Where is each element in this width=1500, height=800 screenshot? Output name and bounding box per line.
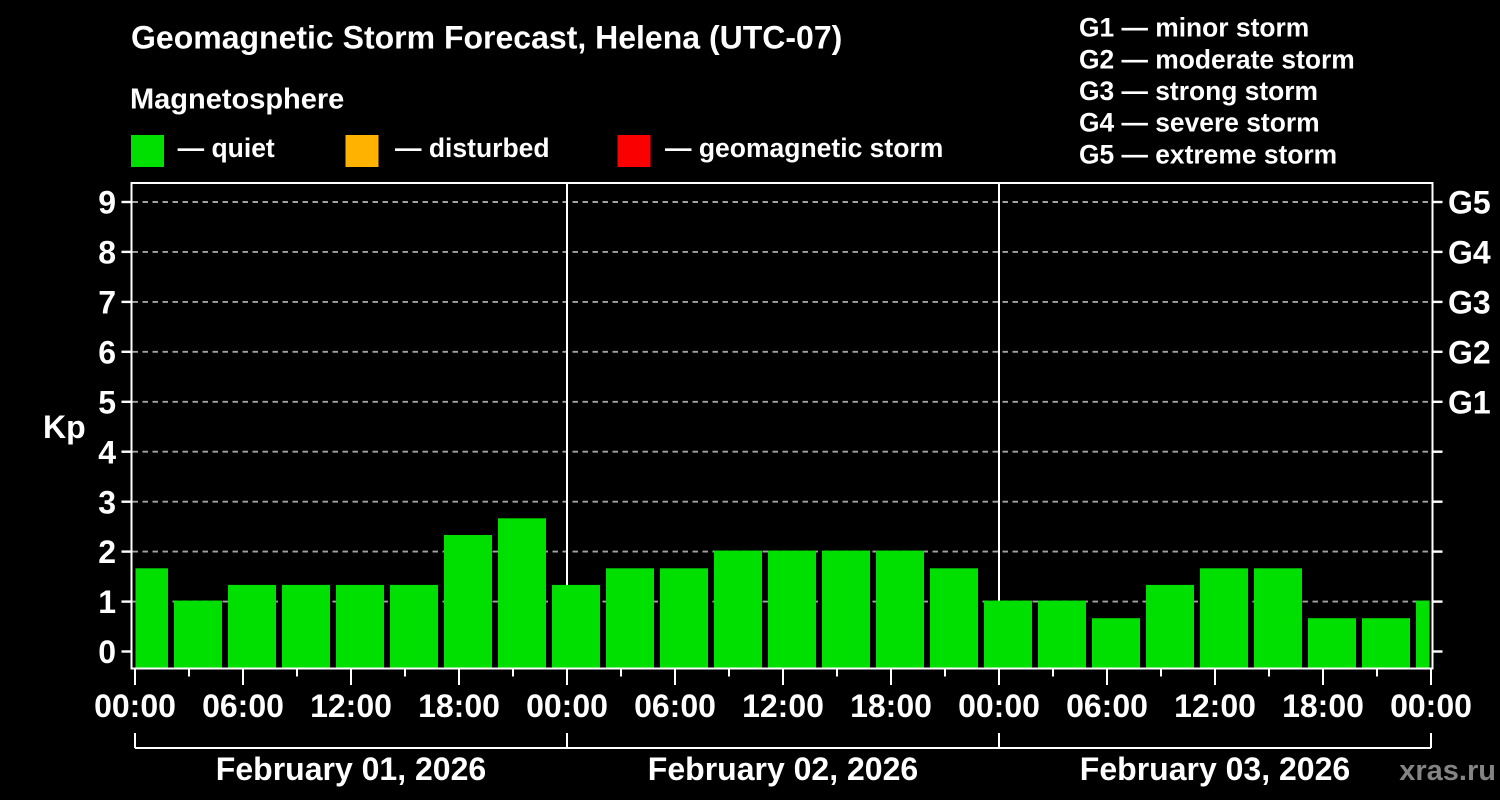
- svg-text:00:00: 00:00: [94, 688, 176, 724]
- svg-text:G5 — extreme storm: G5 — extreme storm: [1079, 139, 1337, 169]
- svg-text:06:00: 06:00: [202, 688, 284, 724]
- svg-text:8: 8: [98, 235, 116, 271]
- svg-text:6: 6: [98, 334, 116, 370]
- svg-text:18:00: 18:00: [850, 688, 932, 724]
- svg-text:G1 — minor storm: G1 — minor storm: [1079, 13, 1309, 43]
- svg-text:4: 4: [98, 434, 116, 470]
- svg-text:0: 0: [98, 634, 116, 670]
- svg-text:18:00: 18:00: [1282, 688, 1364, 724]
- svg-text:7: 7: [98, 285, 116, 321]
- svg-text:February 03, 2026: February 03, 2026: [1080, 751, 1350, 787]
- svg-text:2: 2: [98, 534, 116, 570]
- svg-text:G2: G2: [1448, 334, 1491, 370]
- svg-text:— quiet: — quiet: [178, 133, 275, 163]
- svg-text:February 02, 2026: February 02, 2026: [648, 751, 918, 787]
- svg-text:G1: G1: [1448, 384, 1491, 420]
- svg-text:3: 3: [98, 484, 116, 520]
- svg-text:18:00: 18:00: [418, 688, 500, 724]
- svg-text:Geomagnetic Storm Forecast, He: Geomagnetic Storm Forecast, Helena (UTC-…: [131, 19, 842, 55]
- svg-text:G5: G5: [1448, 185, 1491, 221]
- svg-text:9: 9: [98, 185, 116, 221]
- svg-text:G3 — strong storm: G3 — strong storm: [1079, 76, 1318, 106]
- svg-text:G3: G3: [1448, 285, 1491, 321]
- svg-text:G2 — moderate storm: G2 — moderate storm: [1079, 44, 1355, 74]
- svg-text:Kp: Kp: [43, 409, 86, 445]
- svg-text:G4: G4: [1448, 235, 1491, 271]
- svg-text:5: 5: [98, 384, 116, 420]
- svg-text:00:00: 00:00: [958, 688, 1040, 724]
- svg-text:G4 — severe storm: G4 — severe storm: [1079, 108, 1320, 138]
- svg-text:12:00: 12:00: [1174, 688, 1256, 724]
- svg-text:Magnetosphere: Magnetosphere: [130, 84, 344, 116]
- svg-text:12:00: 12:00: [742, 688, 824, 724]
- svg-text:February 01, 2026: February 01, 2026: [216, 751, 486, 787]
- svg-text:00:00: 00:00: [526, 688, 608, 724]
- svg-text:— geomagnetic storm: — geomagnetic storm: [665, 133, 943, 163]
- svg-text:06:00: 06:00: [634, 688, 716, 724]
- svg-text:— disturbed: — disturbed: [395, 133, 550, 163]
- svg-text:xras.ru: xras.ru: [1399, 755, 1496, 787]
- svg-text:06:00: 06:00: [1066, 688, 1148, 724]
- svg-text:12:00: 12:00: [310, 688, 392, 724]
- svg-text:00:00: 00:00: [1390, 688, 1472, 724]
- svg-text:1: 1: [98, 584, 116, 620]
